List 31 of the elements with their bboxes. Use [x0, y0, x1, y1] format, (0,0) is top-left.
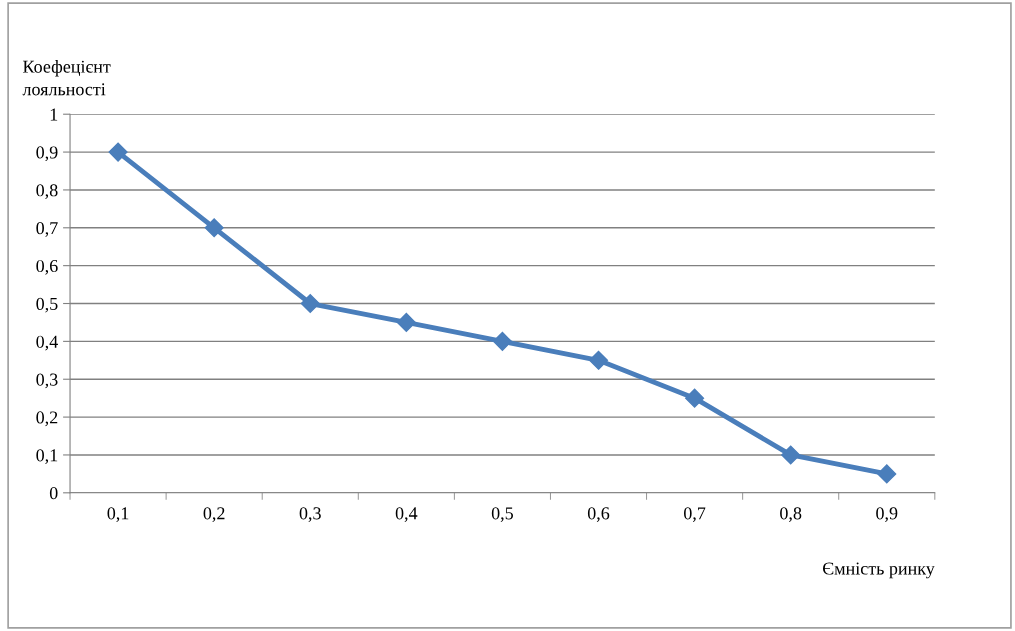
y-tick-label: 0,9 — [36, 146, 58, 162]
x-tick-label: 0,2 — [203, 507, 225, 522]
y-axis-title: Коефецієнт лояльності — [22, 60, 111, 96]
x-tick-label: 0,9 — [876, 507, 898, 522]
y-tick-label: 0,8 — [36, 184, 58, 199]
x-tick-label: 0,5 — [491, 507, 513, 522]
x-tick-label: 0,7 — [684, 507, 706, 522]
x-tick-label: 0,1 — [107, 507, 129, 522]
y-tick-label: 0,1 — [36, 449, 58, 464]
point — [108, 142, 128, 162]
x-tick-label: 0,8 — [780, 507, 802, 522]
y-tick-label: 0,5 — [36, 297, 58, 313]
point — [204, 218, 224, 238]
y-tick-label: 0,4 — [36, 335, 58, 351]
point — [396, 312, 416, 332]
x-axis-title: Ємність ринку — [822, 562, 935, 579]
y-tick-label: 1 — [50, 108, 58, 121]
point — [877, 464, 897, 484]
y-tick-label: 0,6 — [36, 259, 58, 275]
y-tick-label: 0,2 — [36, 411, 58, 427]
point — [781, 445, 801, 465]
point — [685, 388, 705, 408]
point — [300, 293, 320, 314]
x-tick-label: 0,6 — [587, 507, 610, 522]
point — [492, 331, 512, 351]
x-tick-label: 0,4 — [395, 507, 418, 522]
y-tick-label: 0,7 — [36, 222, 58, 237]
y-tick-label: 0,3 — [36, 373, 58, 389]
x-tick-label: 0,3 — [299, 507, 321, 522]
point — [588, 350, 609, 370]
y-tick-label: 0 — [49, 487, 58, 500]
